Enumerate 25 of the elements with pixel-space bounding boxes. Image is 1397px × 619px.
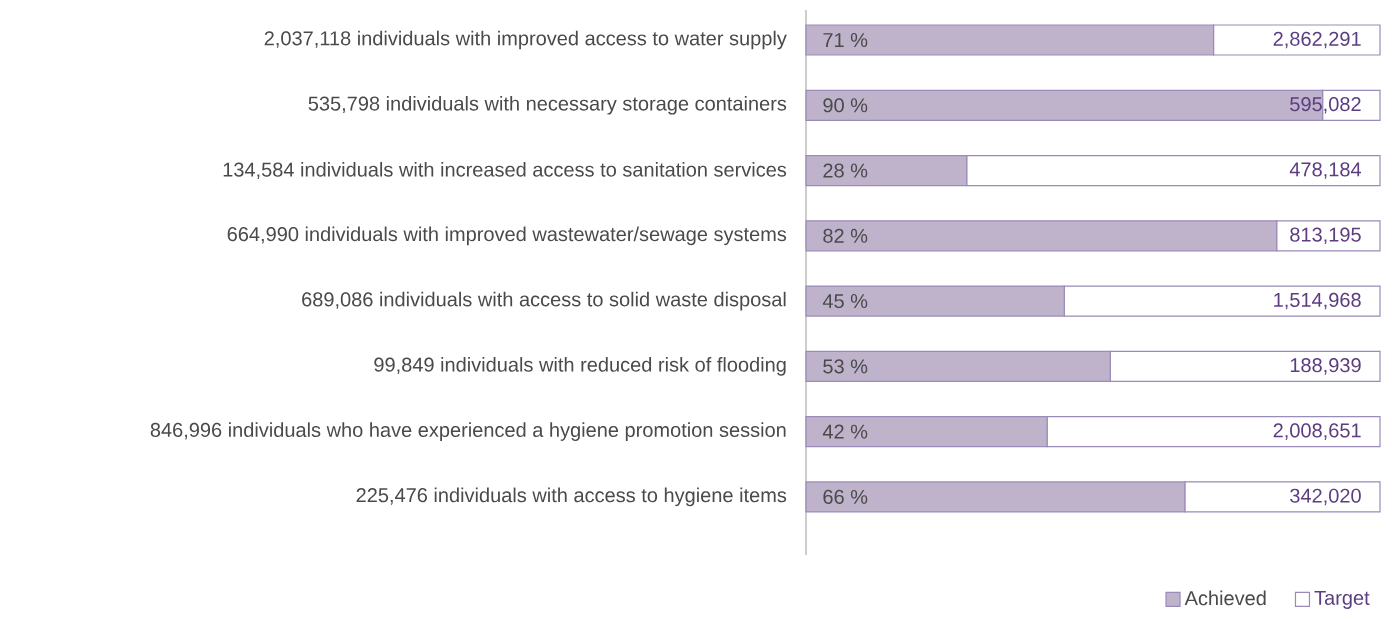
annotation: 478,184 (1289, 162, 1362, 179)
data-label: 53 % (823, 359, 868, 374)
data-label: 45 % (822, 294, 868, 309)
y-tick-label: 134,584 individuals with increased access to sanitation services (223, 162, 787, 180)
annotation: 2,862,291 (1273, 31, 1361, 49)
data-label: 42 % (822, 424, 868, 439)
annotation: 1,514,968 (1274, 292, 1361, 310)
y-tick-label: 2,037,118 individuals with improved access to water supply (264, 30, 787, 50)
y-tick-label: 225,476 individuals with access to hygiene items (356, 487, 787, 507)
data-label: 66 % (823, 489, 868, 504)
y-tick-label: 689,086 individuals with access to solid waste disposal (302, 291, 786, 311)
y-tick-label: 664,990 individuals with improved wastewater/sewage systems (227, 226, 787, 246)
annotation: 342,020 (1290, 488, 1361, 506)
data-label: 90 % (823, 98, 868, 113)
data-label: 82 % (823, 228, 868, 243)
data-label: 28 % (823, 163, 868, 178)
legend-label: Achieved (1184, 590, 1266, 606)
annotation: 2,008,651 (1273, 423, 1361, 440)
y-tick-label: 846,996 individuals who have experienced a hygiene promotion session (150, 422, 786, 441)
annotation: 813,195 (1290, 227, 1361, 245)
y-tick-label: 535,798 individuals with necessary storage containers (308, 95, 787, 115)
data-label: 71 % (823, 33, 868, 48)
y-tick-label: 99,849 individuals with reduced risk of flooding (374, 357, 786, 376)
legend-label: Target (1314, 591, 1370, 609)
annotation: 188,939 (1290, 358, 1361, 375)
